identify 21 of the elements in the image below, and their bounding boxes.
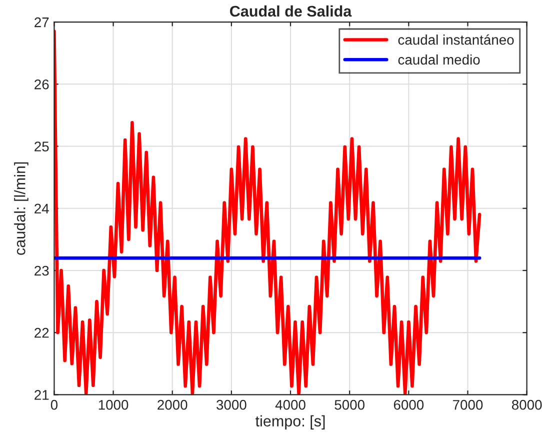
x-tick-label: 0: [50, 400, 58, 410]
y-tick-label: 27: [34, 17, 49, 28]
x-tick-label: 6000: [394, 400, 424, 410]
x-tick-label: 2000: [158, 400, 188, 410]
x-tick-label: 1000: [98, 400, 128, 410]
x-tick-label: 7000: [453, 400, 483, 410]
x-tick-label: 3000: [216, 400, 246, 410]
y-tick-label: 24: [34, 204, 49, 214]
y-tick-label: 23: [34, 266, 49, 276]
x-tick-label: 4000: [275, 400, 306, 410]
legend-label: caudal medio: [398, 54, 480, 65]
y-axis-title: caudal: [l/min]: [14, 162, 28, 255]
x-tick-label: 5000: [334, 400, 364, 410]
legend-label: caudal instantáneo: [398, 34, 514, 45]
chart-title: Caudal de Salida: [230, 5, 352, 17]
y-tick-label: 25: [34, 142, 49, 152]
x-tick-label: 8000: [512, 400, 542, 410]
x-axis-title: tiempo: [s]: [256, 415, 325, 430]
y-tick-label: 21: [34, 390, 49, 400]
y-tick-label: 22: [34, 328, 49, 338]
y-tick-label: 26: [34, 79, 49, 90]
